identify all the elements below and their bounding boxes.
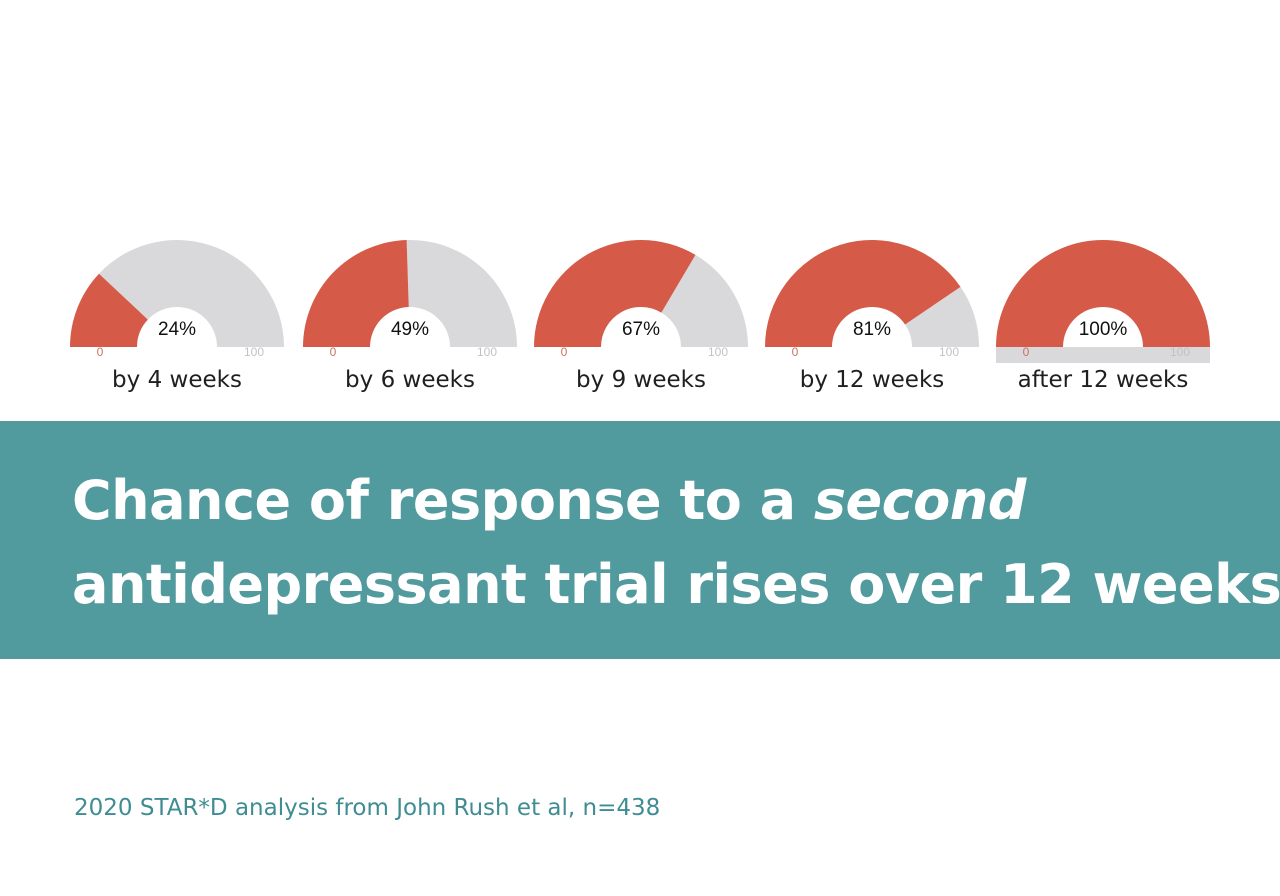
gauge-period-label: by 6 weeks (345, 367, 475, 393)
gauge-track (406, 240, 517, 347)
gauge-track (996, 347, 1210, 363)
gauge-period-label: by 9 weeks (576, 367, 706, 393)
gauge-9-weeks-chart: 67% 0 100 (534, 239, 748, 359)
gauge-value-label: 24% (158, 319, 196, 340)
gauge-fill (70, 273, 148, 347)
gauge-min-label: 0 (561, 345, 568, 359)
headline-line-1: Chance of response to a second (72, 459, 1262, 543)
gauge-value-label: 100% (1079, 319, 1128, 340)
gauge-min-label: 0 (1023, 345, 1030, 359)
gauge-value-label: 49% (391, 319, 429, 340)
gauge-value-label: 67% (622, 319, 660, 340)
source-citation: 2020 STAR*D analysis from John Rush et a… (74, 795, 661, 821)
gauge-6-weeks: 49% 0 100 by 6 weeks (295, 225, 525, 410)
gauge-track (905, 286, 979, 347)
gauge-track (661, 254, 748, 347)
gauge-12-weeks: 81% 0 100 by 12 weeks (757, 225, 987, 410)
gauge-min-label: 0 (330, 345, 337, 359)
gauge-6-weeks-chart: 49% 0 100 (303, 240, 517, 359)
gauge-value-label: 81% (853, 319, 891, 340)
gauge-after-12-weeks: 100% 0 100 after 12 weeks (988, 225, 1218, 410)
headline-line-2: antidepressant trial rises over 12 weeks (72, 553, 1280, 616)
gauge-9-weeks: 67% 0 100 by 9 weeks (526, 225, 756, 410)
headline: Chance of response to a second antidepre… (72, 459, 1280, 627)
headline-banner: Chance of response to a second antidepre… (0, 421, 1280, 659)
headline-line-1-text: Chance of response to a (72, 469, 814, 532)
gauge-min-label: 0 (97, 345, 104, 359)
gauge-period-label: by 4 weeks (112, 367, 242, 393)
gauge-max-label: 100 (477, 345, 497, 359)
gauge-max-label: 100 (708, 345, 728, 359)
gauge-max-label: 100 (244, 345, 264, 359)
gauge-fill (534, 239, 696, 347)
gauge-fill (765, 240, 961, 347)
gauge-period-label: by 12 weeks (799, 367, 945, 393)
gauge-fill (996, 240, 1210, 347)
gauge-12-weeks-chart: 81% 0 100 (765, 240, 979, 359)
gauge-max-label: 100 (1170, 345, 1190, 359)
gauge-4-weeks: 24% 0 100 by 4 weeks (62, 225, 292, 410)
gauge-fill (303, 240, 409, 347)
gauge-track (99, 240, 284, 347)
gauge-period-label: after 12 weeks (1017, 367, 1189, 393)
gauge-after-12-weeks-chart: 100% 0 100 (996, 240, 1210, 363)
gauge-max-label: 100 (939, 345, 959, 359)
gauge-row: 24% 0 100 by 4 weeks 49% 0 100 by 6 week… (0, 225, 1280, 410)
gauge-min-label: 0 (792, 345, 799, 359)
gauge-4-weeks-chart: 24% 0 100 (70, 240, 284, 359)
headline-emphasis: second (813, 469, 1026, 532)
